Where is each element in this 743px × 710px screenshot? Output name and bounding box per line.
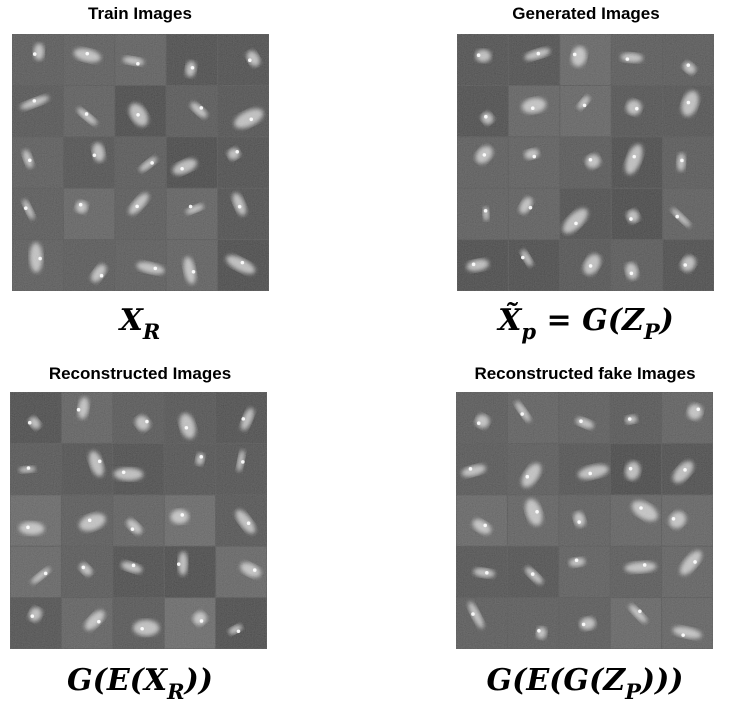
noise-overlay [12,34,269,291]
caption-text: G(E(G(Z [487,663,627,698]
noise-overlay [10,392,267,649]
caption: X̃p = G(ZP) [496,303,674,344]
caption: XR [118,303,161,344]
image-grid [456,392,713,649]
image-grid [10,392,267,649]
caption-subscript: P [624,679,642,704]
figure: Train ImagesXRGenerated ImagesX̃p = G(ZP… [0,0,743,710]
caption-text: ) [658,303,674,338]
caption-text: )) [183,663,213,698]
panel-title: Generated Images [512,4,659,23]
panel-title: Reconstructed Images [49,364,231,383]
caption-text: X̃ [496,303,523,338]
image-grid [457,34,714,291]
panel-title: Reconstructed fake Images [474,364,695,383]
noise-overlay [457,34,714,291]
caption-subscript: P [643,319,661,344]
image-grid [12,34,269,291]
caption-text: G(E(X [67,663,169,698]
panel-title: Train Images [88,4,192,23]
noise-overlay [456,392,713,649]
caption: G(E(G(ZP))) [487,663,684,704]
caption-text: X [118,303,145,338]
caption-text: ))) [639,663,684,698]
caption-subscript: R [166,679,184,704]
caption: G(E(XR)) [67,663,213,704]
caption-text: = G(Z [536,303,645,338]
caption-subscript: R [142,319,160,344]
caption-subscript: p [521,319,536,344]
